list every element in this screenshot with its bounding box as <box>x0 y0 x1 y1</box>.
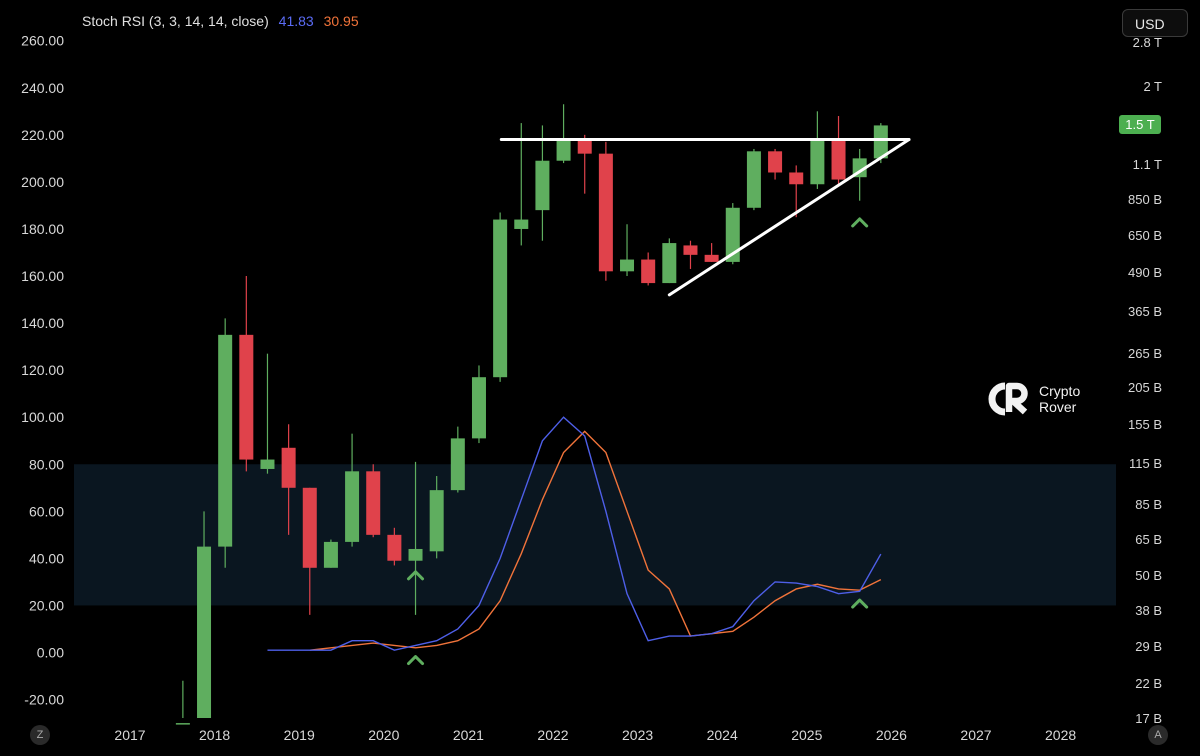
k-value: 41.83 <box>278 13 314 29</box>
auto-scale-corner-icon[interactable]: A <box>1148 725 1168 745</box>
candle-body <box>302 487 317 568</box>
candle-body <box>535 160 550 211</box>
left-axis-tick: 200.00 <box>21 174 64 190</box>
right-axis-tick: 365 B <box>1128 304 1162 319</box>
stoch-rsi-zone <box>74 464 1116 606</box>
candle-body <box>429 490 444 552</box>
right-axis-tick: 22 B <box>1135 676 1162 691</box>
candle-body <box>218 334 233 547</box>
candle-body <box>197 546 212 718</box>
right-axis-tick: 115 B <box>1129 456 1162 471</box>
candle-body <box>725 207 740 262</box>
x-axis-tick: 2025 <box>791 727 822 743</box>
right-axis-tick: 17 B <box>1135 711 1162 726</box>
x-axis-tick: 2018 <box>199 727 230 743</box>
left-axis-tick: 120.00 <box>21 362 64 378</box>
x-axis-tick: 2026 <box>876 727 907 743</box>
d-value: 30.95 <box>323 13 359 29</box>
left-axis-tick: 60.00 <box>29 503 64 519</box>
left-axis-tick: 240.00 <box>21 80 64 96</box>
candle-body <box>873 125 888 159</box>
candle-body <box>345 471 360 542</box>
candle-body <box>641 259 656 284</box>
currency-button[interactable]: USD <box>1122 9 1188 37</box>
right-axis-tick: 38 B <box>1135 603 1162 618</box>
support-trendline <box>667 138 911 297</box>
buy-marker-chevron-icon <box>851 598 869 609</box>
left-axis-tick: 160.00 <box>21 268 64 284</box>
x-axis-tick: 2020 <box>368 727 399 743</box>
x-axis-tick: 2019 <box>284 727 315 743</box>
right-axis-tick: 2 T <box>1143 79 1162 94</box>
stoch-rsi-k-line <box>267 416 882 651</box>
candle-body <box>704 254 719 262</box>
right-axis-tick: 2.8 T <box>1133 35 1162 50</box>
stoch-rsi-d-line <box>309 430 882 651</box>
right-axis-tick: 650 B <box>1128 228 1162 243</box>
left-axis-tick: 20.00 <box>29 597 64 613</box>
x-axis-tick: 2024 <box>707 727 738 743</box>
indicator-name: Stoch RSI (3, 3, 14, 14, close) <box>82 13 269 29</box>
right-axis-tick: 65 B <box>1135 532 1162 547</box>
right-axis-tick: 205 B <box>1128 380 1162 395</box>
right-axis-tick: 490 B <box>1128 265 1162 280</box>
candle-body <box>493 219 508 378</box>
x-axis-tick: 2028 <box>1045 727 1076 743</box>
x-axis-tick: 2023 <box>622 727 653 743</box>
x-axis-tick: 2022 <box>537 727 568 743</box>
candle-body <box>789 172 804 185</box>
buy-marker-chevron-icon <box>851 217 869 228</box>
right-axis-tick: 850 B <box>1128 192 1162 207</box>
zoom-corner-icon[interactable]: Z <box>30 725 50 745</box>
x-axis-tick: 2017 <box>114 727 145 743</box>
buy-marker-chevron-icon <box>407 655 425 666</box>
candle-body <box>683 245 698 255</box>
candle-body <box>366 471 381 535</box>
candle-body <box>577 139 592 154</box>
last-price-badge: 1.5 T <box>1119 115 1161 134</box>
left-axis-tick: 40.00 <box>29 550 64 566</box>
right-axis-tick: 85 B <box>1135 497 1162 512</box>
left-axis-tick: 0.00 <box>37 645 64 661</box>
left-axis-tick: 260.00 <box>21 33 64 49</box>
candle-body <box>450 438 465 491</box>
candle-body <box>408 548 423 561</box>
candle-body <box>598 153 613 272</box>
watermark-brand: Crypto Rover <box>985 381 1080 417</box>
candle-body <box>323 541 338 568</box>
left-axis-tick: 220.00 <box>21 127 64 143</box>
right-axis-tick: 50 B <box>1135 568 1162 583</box>
candle-body <box>239 334 254 460</box>
buy-marker-chevron-icon <box>407 570 425 581</box>
candle-body <box>831 139 846 180</box>
candle-body <box>471 377 486 439</box>
candle-body <box>387 534 402 561</box>
brand-line-1: Crypto <box>1039 383 1081 399</box>
candle-body <box>514 219 529 229</box>
candle-body <box>768 151 783 173</box>
right-axis-tick: 1.1 T <box>1133 157 1162 172</box>
right-axis-tick: 155 B <box>1128 417 1162 432</box>
left-axis-tick: 100.00 <box>21 409 64 425</box>
left-axis-tick: 80.00 <box>29 456 64 472</box>
candle-body <box>260 459 275 469</box>
left-axis-tick: -20.00 <box>24 692 64 708</box>
candle-body <box>662 243 677 284</box>
right-axis-tick: 29 B <box>1135 639 1162 654</box>
candle-body <box>175 723 190 725</box>
brand-line-2: Rover <box>1039 399 1077 415</box>
left-axis-tick: 180.00 <box>21 221 64 237</box>
candle-body <box>620 259 635 272</box>
indicator-legend[interactable]: Stoch RSI (3, 3, 14, 14, close) 41.83 30… <box>82 13 359 29</box>
candle-body <box>810 139 825 185</box>
right-axis-tick: 265 B <box>1128 346 1162 361</box>
left-axis-tick: 140.00 <box>21 315 64 331</box>
candle-body <box>746 151 761 208</box>
candle-body <box>556 139 571 161</box>
x-axis-tick: 2021 <box>453 727 484 743</box>
crypto-rover-logo-icon <box>988 382 1028 416</box>
candle-body <box>281 447 296 488</box>
x-axis-tick: 2027 <box>960 727 991 743</box>
